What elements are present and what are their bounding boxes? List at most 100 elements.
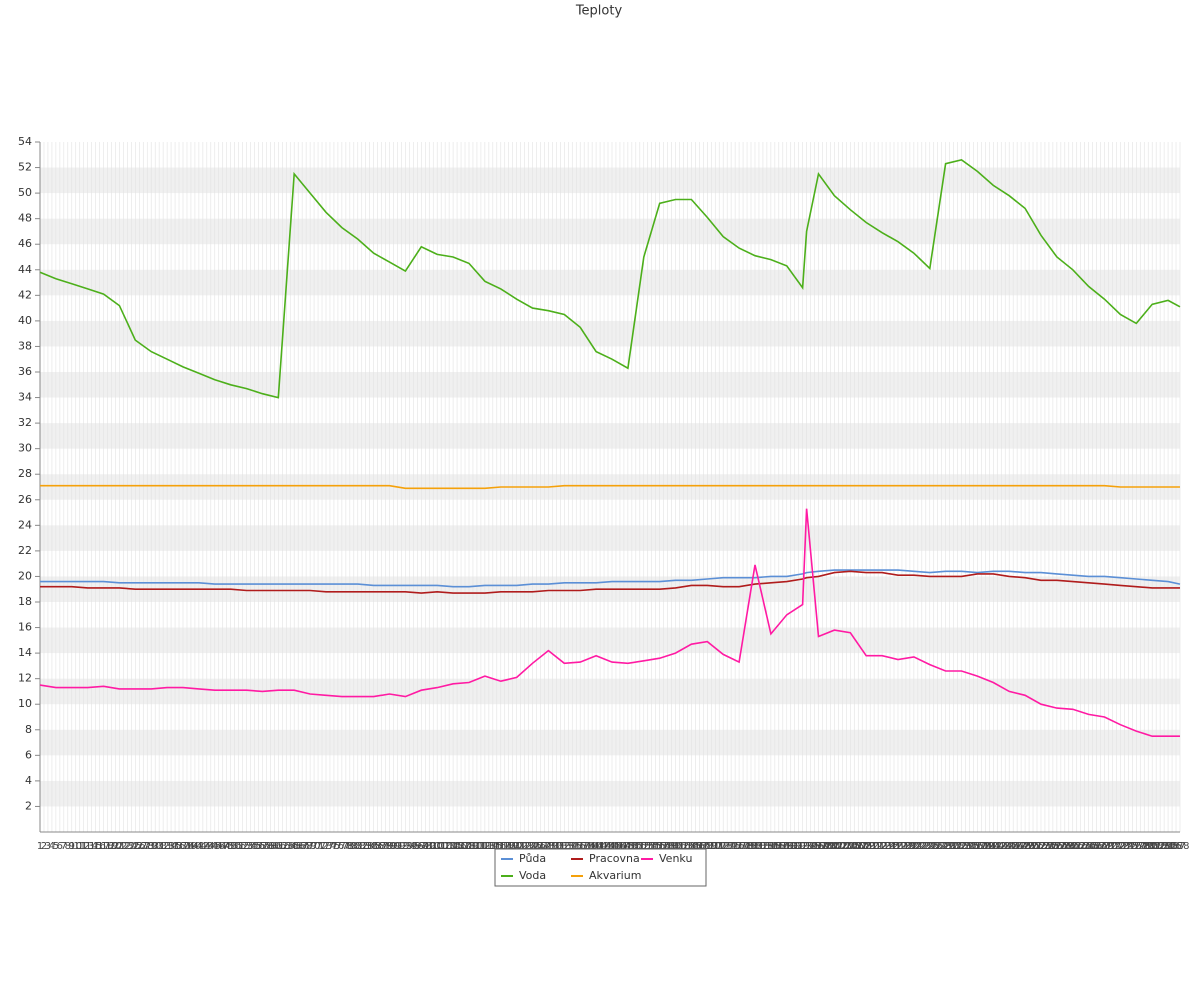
x-tick-label: 124	[519, 841, 538, 852]
x-tick-label: 88	[379, 841, 392, 852]
x-tick-label: 58	[260, 841, 273, 852]
y-tick-label: 54	[18, 135, 32, 148]
x-tick-label: 234	[956, 841, 975, 852]
x-tick-label: 134	[559, 841, 578, 852]
x-tick-label: 283	[1151, 841, 1170, 852]
x-tick-label: 181	[745, 841, 764, 852]
x-tick-label: 161	[666, 841, 685, 852]
x-tick-label: 217	[888, 841, 907, 852]
x-tick-label: 278	[1131, 841, 1150, 852]
x-tick-label: 18	[101, 841, 114, 852]
x-tick-label: 30	[149, 841, 162, 852]
x-tick-label: 251	[1023, 841, 1042, 852]
y-tick-label: 50	[18, 186, 32, 199]
x-tick-label: 175	[722, 841, 741, 852]
x-tick-label: 55	[248, 841, 261, 852]
x-tick-label: 236	[964, 841, 983, 852]
x-tick-label: 239	[976, 841, 995, 852]
x-tick-label: 100	[424, 841, 443, 852]
x-tick-label: 224	[916, 841, 935, 852]
x-tick-label: 174	[718, 841, 737, 852]
x-tick-label: 238	[972, 841, 991, 852]
x-tick-label: 59	[264, 841, 277, 852]
x-tick-label: 114	[479, 841, 498, 852]
x-tick-label: 11	[73, 841, 86, 852]
x-tick-label: 158	[654, 841, 673, 852]
x-tick-label: 80	[347, 841, 360, 852]
x-tick-label: 42	[196, 841, 209, 852]
y-tick-label: 6	[25, 748, 32, 761]
x-tick-label: 73	[320, 841, 333, 852]
x-tick-label: 214	[877, 841, 896, 852]
legend-label: Venku	[659, 852, 692, 865]
y-tick-label: 24	[18, 518, 32, 531]
x-tick-label: 125	[523, 841, 542, 852]
x-tick-label: 237	[968, 841, 987, 852]
x-tick-label: 45	[208, 841, 221, 852]
x-tick-label: 47	[216, 841, 229, 852]
x-tick-label: 6	[57, 841, 63, 852]
x-tick-label: 101	[428, 841, 447, 852]
x-tick-label: 20	[109, 841, 122, 852]
x-tick-label: 233	[952, 841, 971, 852]
x-tick-label: 145	[602, 841, 621, 852]
x-tick-label: 2	[41, 841, 47, 852]
x-tick-label: 154	[638, 841, 657, 852]
grid-band	[40, 780, 1180, 807]
x-tick-label: 37	[177, 841, 190, 852]
x-tick-label: 271	[1103, 841, 1122, 852]
x-tick-label: 118	[495, 841, 514, 852]
x-tick-label: 274	[1115, 841, 1134, 852]
series-line	[39, 508, 1180, 737]
x-tick-label: 249	[1016, 841, 1035, 852]
x-tick-label: 105	[444, 841, 463, 852]
y-tick-label: 46	[18, 237, 32, 250]
series-line	[40, 484, 1180, 490]
x-tick-label: 280	[1139, 841, 1158, 852]
x-tick-label: 33	[161, 841, 174, 852]
x-tick-label: 68	[300, 841, 313, 852]
x-tick-label: 13	[81, 841, 94, 852]
x-tick-label: 286	[1163, 841, 1182, 852]
x-tick-label: 243	[992, 841, 1011, 852]
y-tick-label: 22	[18, 544, 32, 557]
x-tick-label: 79	[343, 841, 356, 852]
grid-band	[40, 218, 1180, 245]
x-tick-label: 205	[841, 841, 860, 852]
x-tick-label: 116	[487, 841, 506, 852]
x-tick-label: 112	[471, 841, 490, 852]
x-tick-label: 102	[432, 841, 451, 852]
y-tick-label: 28	[18, 467, 32, 480]
grid-band	[40, 320, 1180, 347]
x-tick-label: 103	[436, 841, 455, 852]
x-tick-label: 95	[407, 841, 420, 852]
x-tick-label: 197	[809, 841, 828, 852]
y-tick-label: 20	[18, 569, 32, 582]
x-tick-label: 253	[1031, 841, 1050, 852]
x-tick-label: 206	[845, 841, 864, 852]
x-tick-label: 66	[292, 841, 305, 852]
x-tick-label: 10	[69, 841, 82, 852]
x-tick-label: 86	[371, 841, 384, 852]
x-tick-label: 165	[682, 841, 701, 852]
x-tick-label: 104	[440, 841, 459, 852]
x-tick-label: 14	[85, 841, 98, 852]
x-tick-label: 167	[690, 841, 709, 852]
x-tick-label: 219	[896, 841, 915, 852]
x-tick-label: 152	[630, 841, 649, 852]
x-tick-label: 269	[1095, 841, 1114, 852]
x-tick-label: 96	[411, 841, 424, 852]
x-tick-label: 223	[912, 841, 931, 852]
x-tick-label: 72	[316, 841, 329, 852]
x-tick-label: 50	[228, 841, 241, 852]
x-tick-label: 268	[1091, 841, 1110, 852]
x-tick-label: 61	[272, 841, 285, 852]
x-tick-label: 148	[614, 841, 633, 852]
x-tick-label: 250	[1020, 841, 1039, 852]
x-tick-label: 128	[535, 841, 554, 852]
x-tick-label: 115	[483, 841, 502, 852]
x-tick-label: 261	[1063, 841, 1082, 852]
x-tick-label: 3	[45, 841, 51, 852]
x-tick-label: 113	[475, 841, 494, 852]
x-tick-label: 166	[686, 841, 705, 852]
